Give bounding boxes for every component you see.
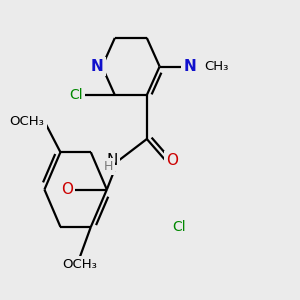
Text: N: N	[91, 59, 103, 74]
Text: Cl: Cl	[69, 88, 83, 102]
Text: Cl: Cl	[172, 220, 186, 234]
Text: CH₃: CH₃	[204, 60, 229, 73]
Text: H: H	[104, 160, 113, 173]
Text: O: O	[61, 182, 73, 197]
Text: N: N	[184, 59, 196, 74]
Text: OCH₃: OCH₃	[10, 115, 44, 128]
Text: N: N	[107, 154, 118, 169]
Text: OCH₃: OCH₃	[62, 258, 97, 271]
Text: O: O	[166, 154, 178, 169]
